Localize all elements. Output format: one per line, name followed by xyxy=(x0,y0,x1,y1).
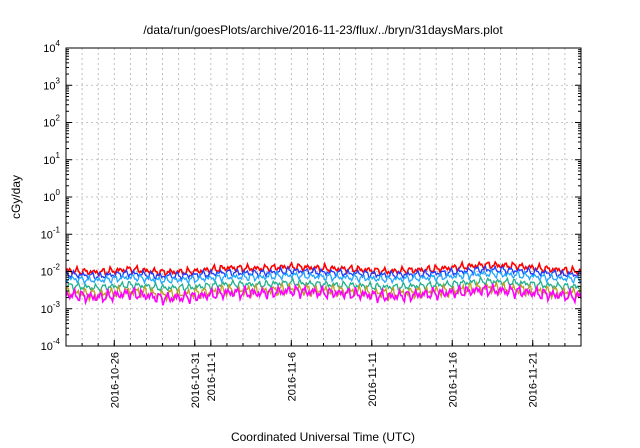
x-tick-label: 2016-11-6 xyxy=(286,352,298,401)
y-tick-label: 101 xyxy=(43,151,60,167)
y-tick-label: 102 xyxy=(43,114,60,130)
grid xyxy=(66,48,581,346)
x-tick-label: 2016-11-21 xyxy=(528,352,540,407)
x-tick-label: 2016-11-16 xyxy=(447,352,459,407)
x-tick-label: 2016-11-11 xyxy=(367,352,379,407)
y-axis: 10-4 10-3 10-2 10-1 100 101 102 103 104 xyxy=(41,39,581,353)
x-tick-label: 2016-11-1 xyxy=(206,352,218,401)
x-axis: 2016-10-26 2016-10-31 2016-11-1 2016-11-6 20… xyxy=(81,340,566,408)
x-axis-label: Coordinated Universal Time (UTC) xyxy=(231,430,415,444)
y-tick-label: 10-1 xyxy=(41,225,61,241)
y-tick-label: 103 xyxy=(43,76,60,92)
x-tick-label: 2016-10-26 xyxy=(109,352,121,408)
chart-title: /data/run/goesPlots/archive/2016-11-23/f… xyxy=(143,23,503,37)
y-axis-label: cGy/day xyxy=(9,175,23,219)
series-line xyxy=(65,282,582,306)
series-group xyxy=(65,259,582,306)
series-line xyxy=(65,264,582,281)
y-tick-label: 10-4 xyxy=(41,337,61,353)
y-tick-label: 100 xyxy=(43,188,60,204)
plot-frame xyxy=(65,47,582,347)
x-tick-label: 2016-10-31 xyxy=(190,352,202,408)
y-tick-label: 104 xyxy=(43,39,60,55)
series-line xyxy=(65,267,582,286)
y-tick-label: 10-2 xyxy=(41,263,61,279)
y-tick-label: 10-3 xyxy=(41,300,61,316)
